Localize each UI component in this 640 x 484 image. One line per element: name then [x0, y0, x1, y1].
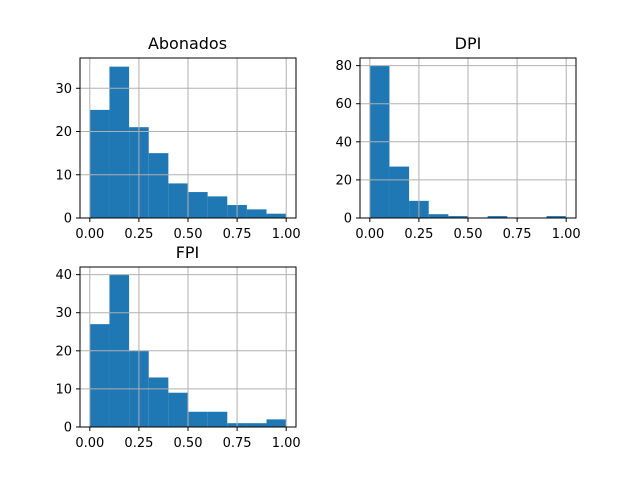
histogram-bar: [428, 214, 449, 218]
y-tick-label: 20: [335, 173, 352, 188]
histogram-bar: [266, 213, 287, 218]
y-tick-label: 40: [335, 135, 352, 150]
bar-group: [89, 66, 287, 219]
x-tick-label: 0.25: [124, 436, 153, 451]
x-tick-label: 0.75: [223, 227, 252, 242]
y-axis-ticks: 0 10 20 30 40: [55, 268, 80, 436]
subplot-title: FPI: [176, 243, 200, 262]
histogram-bar: [109, 66, 130, 219]
y-axis-ticks: 0 10 20 30: [55, 82, 80, 227]
subplot-dpi: DPI 0.00 0.25 0.50 0.75 1.00 0 20 40 60 80: [335, 34, 580, 242]
x-axis-ticks: 0.00 0.25 0.50 0.75 1.00: [75, 218, 301, 242]
histogram-bar: [487, 216, 508, 218]
histogram-bar: [246, 423, 267, 427]
x-tick-label: 0.50: [174, 227, 203, 242]
y-tick-label: 30: [55, 306, 72, 321]
x-tick-label: 0.50: [174, 436, 203, 451]
y-tick-label: 20: [55, 125, 72, 140]
histogram-bar: [89, 324, 110, 427]
histogram-bar: [188, 411, 208, 427]
y-tick-label: 10: [55, 168, 72, 183]
x-tick-label: 1.00: [272, 436, 301, 451]
histogram-bar: [148, 377, 169, 427]
x-tick-label: 1.00: [552, 227, 581, 242]
y-tick-label: 0: [64, 421, 72, 436]
subplot-title: DPI: [455, 34, 482, 53]
histogram-bar: [207, 196, 228, 218]
y-axis-ticks: 0 20 40 60 80: [335, 59, 360, 227]
y-tick-label: 10: [55, 382, 72, 397]
y-tick-label: 80: [335, 59, 352, 74]
x-tick-label: 0.75: [503, 227, 532, 242]
x-axis-ticks: 0.00 0.25 0.50 0.75 1.00: [75, 427, 301, 451]
subplot-title: Abonados: [148, 34, 227, 53]
x-tick-label: 0.00: [75, 227, 104, 242]
subplot-abonados: Abonados 0.00 0.25 0.50 0.75 1.00 0 10 20 30: [55, 34, 300, 242]
histogram-bar: [207, 411, 228, 427]
histogram-bar: [188, 192, 208, 218]
y-tick-label: 60: [335, 97, 352, 112]
x-tick-label: 0.25: [404, 227, 433, 242]
histogram-bar: [546, 216, 567, 218]
y-tick-label: 0: [344, 212, 352, 227]
x-tick-label: 0.75: [223, 436, 252, 451]
x-tick-label: 1.00: [272, 227, 301, 242]
histogram-bar: [389, 166, 410, 218]
histogram-bar: [266, 419, 287, 427]
x-tick-label: 0.50: [454, 227, 483, 242]
y-tick-label: 40: [55, 268, 72, 283]
histogram-bar: [168, 392, 188, 427]
x-tick-label: 0.00: [75, 436, 104, 451]
histogram-bar: [168, 183, 188, 218]
x-tick-label: 0.25: [124, 227, 153, 242]
x-axis-ticks: 0.00 0.25 0.50 0.75 1.00: [355, 218, 581, 242]
y-tick-label: 0: [64, 212, 72, 227]
y-tick-label: 20: [55, 344, 72, 359]
histogram-bar: [246, 209, 267, 218]
x-tick-label: 0.00: [355, 227, 384, 242]
histogram-bar: [89, 109, 110, 218]
y-tick-label: 30: [55, 82, 72, 97]
histogram-bar: [448, 216, 468, 218]
histogram-bar: [148, 153, 169, 218]
subplot-fpi: FPI 0.00 0.25 0.50 0.75 1.00 0 10 20 30 40: [55, 243, 300, 451]
